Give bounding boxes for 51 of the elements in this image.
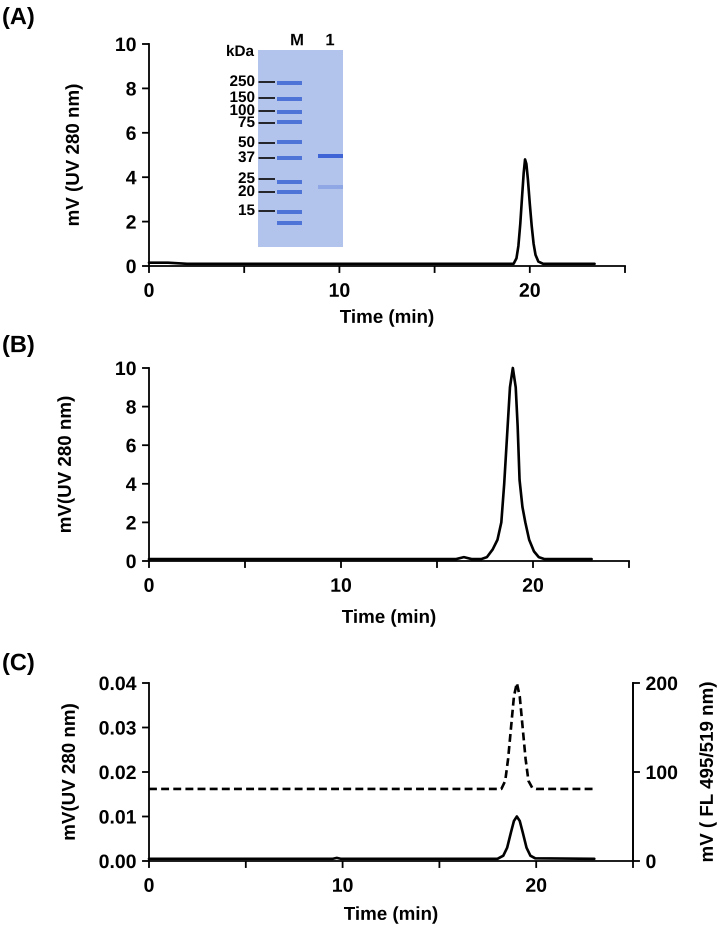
y2-axis-title: mV ( FL 495/519 nm): [699, 682, 717, 862]
y-tick-label: 2: [126, 215, 136, 229]
y-tick-label: 0: [126, 554, 136, 568]
annotation: 37: [238, 151, 254, 162]
y-tick-label: 0.01: [99, 810, 136, 824]
y-tick-label: 0.03: [99, 720, 136, 735]
y-axis-title: mV(UV 280 nm): [61, 704, 79, 840]
x-tick-label: 0: [144, 578, 154, 592]
y-axis-title: mV(UV 280 nm): [57, 396, 75, 532]
annotation: 75: [238, 116, 255, 128]
y-axis-title: mV (UV 280 nm): [65, 84, 83, 226]
annotation: kDa: [227, 44, 254, 56]
x-tick-label: 20: [526, 878, 546, 892]
annotation: 20: [238, 185, 254, 196]
x-tick-label: 20: [520, 283, 540, 297]
x-tick-label: 10: [333, 878, 353, 892]
y-tick-label: 0: [126, 259, 136, 274]
y-tick-label: 6: [126, 126, 136, 140]
y-tick-label: 4: [126, 477, 136, 491]
annotation: 100: [230, 104, 254, 116]
y2-tick-label: 200: [646, 676, 678, 690]
y-tick-label: 0.02: [99, 765, 136, 780]
y-tick-label: 10: [116, 361, 136, 376]
y-tick-label: 6: [126, 438, 136, 452]
x-tick-label: 10: [330, 283, 350, 297]
y-tick-label: 8: [126, 400, 136, 414]
x-tick-label: 10: [331, 578, 352, 592]
y-tick-label: 0.00: [99, 854, 136, 868]
chart-title: (B): [3, 334, 34, 358]
annotation: 150: [230, 91, 254, 102]
y-tick-label: 0.04: [99, 676, 136, 690]
y-tick-label: 10: [116, 37, 136, 52]
x-axis-title: Time (min): [342, 609, 436, 627]
x-tick-label: 0: [144, 878, 154, 892]
x-axis-title: Time (min): [344, 906, 438, 924]
y-tick-label: 4: [126, 170, 136, 184]
y2-tick-label: 100: [646, 765, 678, 780]
chart-title: (A): [3, 6, 34, 30]
annotation: 25: [238, 172, 255, 184]
annotation: 15: [238, 204, 255, 216]
annotation: M: [291, 34, 303, 46]
x-tick-label: 0: [144, 283, 154, 297]
annotation: 1: [326, 34, 334, 46]
y-tick-label: 2: [126, 516, 136, 530]
x-axis-title: Time (min): [340, 309, 434, 327]
annotation: 250: [230, 75, 254, 86]
y2-tick-label: 0: [646, 854, 656, 868]
annotation: 50: [238, 136, 254, 148]
y-tick-label: 8: [126, 82, 136, 96]
chart-title: (C): [3, 652, 34, 676]
x-tick-label: 20: [522, 578, 544, 592]
